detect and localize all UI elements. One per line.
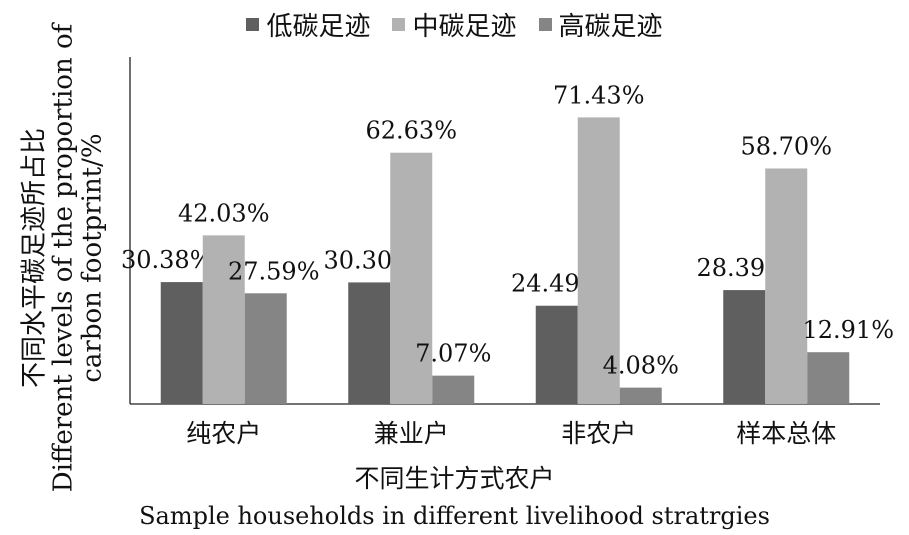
data-label-medium-4: 58.70% xyxy=(740,132,832,160)
data-label-medium-3: 71.43% xyxy=(553,81,645,109)
data-label-high-3: 4.08% xyxy=(603,352,679,380)
bar-medium-2 xyxy=(390,152,433,404)
bar-medium-4 xyxy=(765,168,808,404)
bar-low-3 xyxy=(535,305,578,404)
bar-high-2 xyxy=(432,375,475,404)
bar-high-3 xyxy=(619,387,662,404)
bar-low-2 xyxy=(348,282,391,404)
y-axis-title-en-line1: Different levels of the proportion of xyxy=(48,23,79,493)
chart-legend: 低碳足迹 中碳足迹 高碳足迹 xyxy=(0,6,909,43)
legend-item-high: 高碳足迹 xyxy=(538,6,663,43)
x-tick-label-1: 纯农户 xyxy=(186,419,261,448)
bar-high-1 xyxy=(244,293,287,404)
bar-high-4 xyxy=(807,352,850,404)
y-axis-title-en-line2: carbon footprint/% xyxy=(77,133,108,383)
legend-item-low: 低碳足迹 xyxy=(246,6,370,43)
data-label-medium-2: 62.63% xyxy=(365,117,457,145)
legend-label-medium: 中碳足迹 xyxy=(412,12,517,42)
data-label-low-1: 30.38% xyxy=(121,246,213,274)
data-label-high-2: 7.07% xyxy=(415,340,491,368)
bar-low-4 xyxy=(723,290,766,404)
y-axis-title: 不同水平碳足迹所占比 Different levels of the propo… xyxy=(19,0,108,518)
data-label-high-4: 12.91% xyxy=(802,316,894,344)
legend-swatch-low xyxy=(246,18,260,31)
legend-label-low: 低碳足迹 xyxy=(266,12,371,42)
legend-label-high: 高碳足迹 xyxy=(558,12,663,42)
bar-medium-3 xyxy=(577,117,620,405)
x-tick-label-2: 兼业户 xyxy=(374,419,449,448)
legend-swatch-medium xyxy=(392,18,406,31)
x-axis-title-en: Sample households in different livelihoo… xyxy=(139,502,770,530)
x-axis-title-cn: 不同生计方式农户 xyxy=(354,464,555,493)
legend-item-medium: 中碳足迹 xyxy=(392,6,517,43)
x-tick-label-4: 样本总体 xyxy=(736,419,836,448)
data-label-medium-1: 42.03% xyxy=(178,199,270,227)
x-tick-label-3: 非农户 xyxy=(561,419,636,448)
legend-swatch-high xyxy=(538,18,552,31)
bar-medium-1 xyxy=(202,235,245,404)
data-label-high-1: 27.59% xyxy=(228,257,320,285)
bar-low-1 xyxy=(160,282,203,404)
y-axis-title-cn: 不同水平碳足迹所占比 xyxy=(19,128,50,389)
